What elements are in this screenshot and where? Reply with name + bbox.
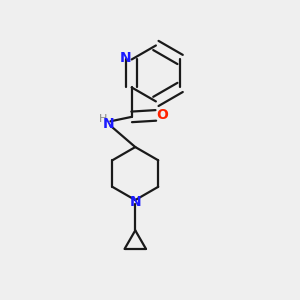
Text: O: O	[156, 108, 168, 122]
Text: N: N	[130, 194, 141, 208]
Text: N: N	[102, 117, 114, 130]
Text: H: H	[99, 114, 107, 124]
Text: N: N	[119, 51, 131, 65]
